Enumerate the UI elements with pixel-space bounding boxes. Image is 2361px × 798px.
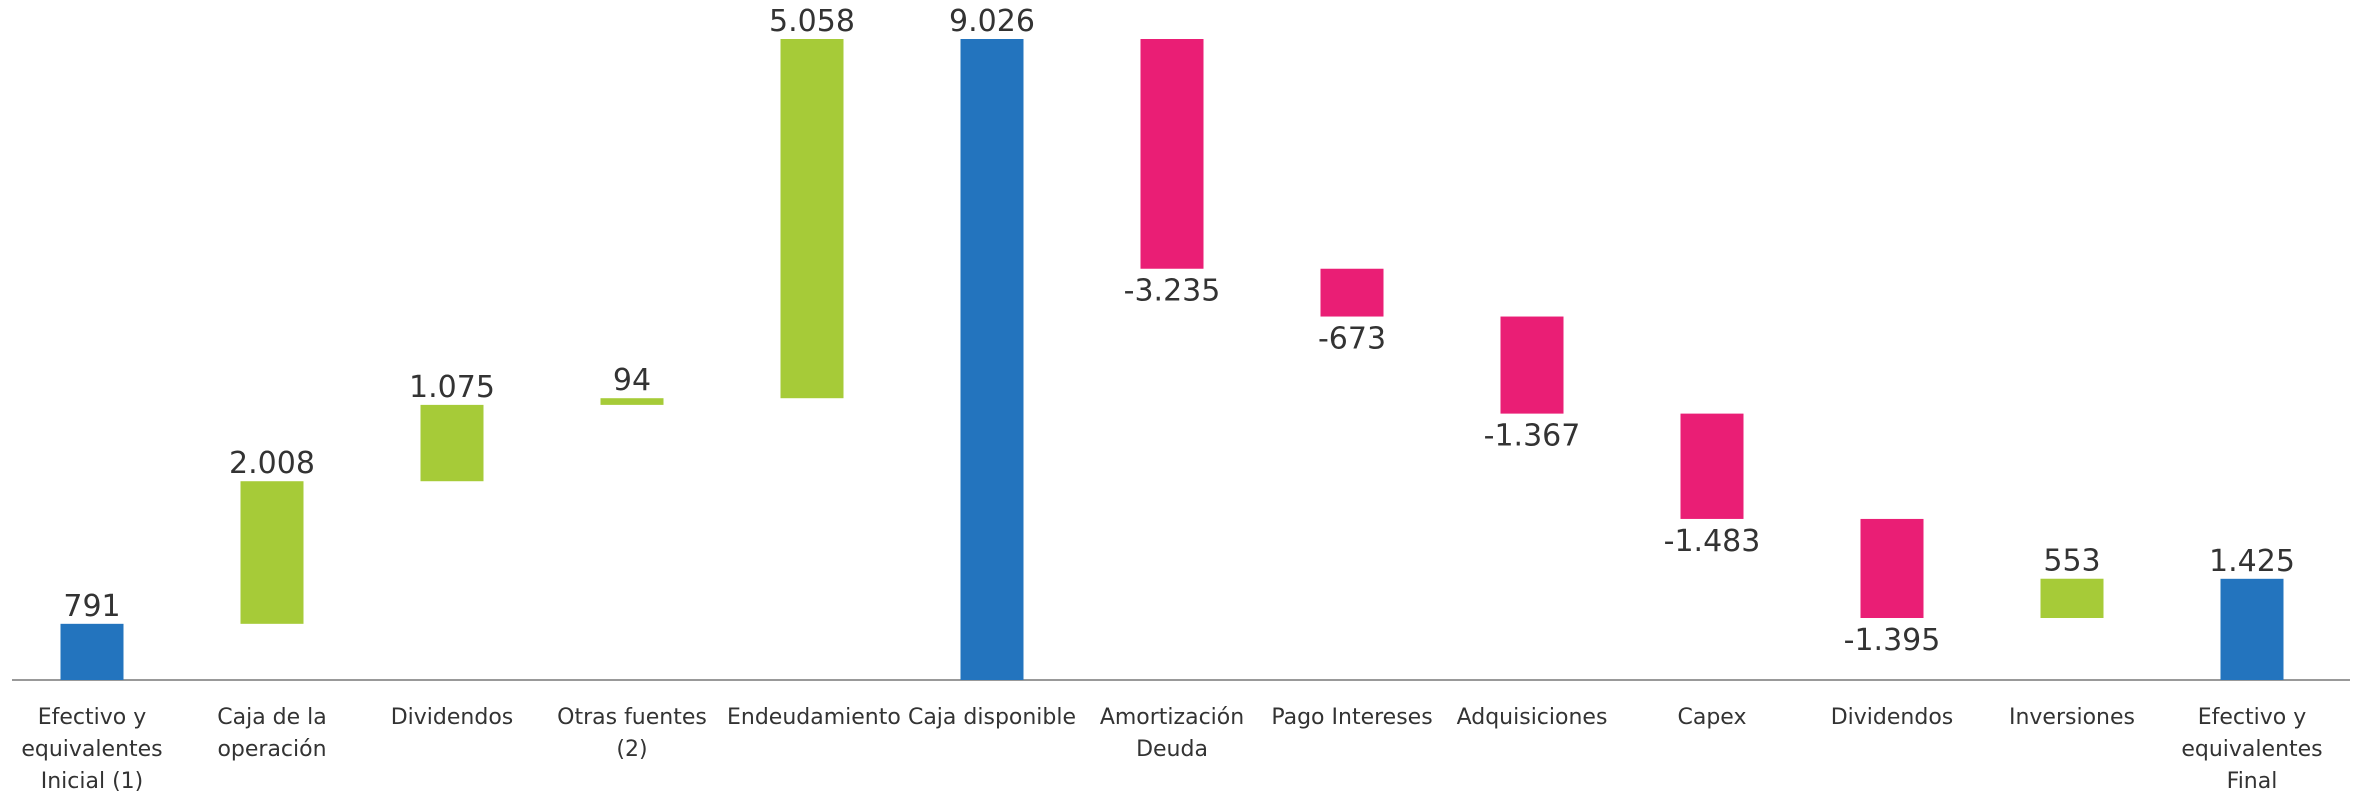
data-label: 791: [63, 589, 120, 624]
data-label: 553: [2043, 544, 2100, 579]
x-tick-label: Endeudamiento: [727, 705, 901, 730]
bar: [600, 398, 664, 405]
x-tick-label: Efectivo y equivalentes Inicial (1): [21, 705, 163, 794]
x-tick-label: Amortización Deuda: [1099, 705, 1245, 762]
bar: [60, 623, 124, 680]
x-tick-label: Efectivo y equivalentes Final: [2181, 705, 2323, 794]
data-label: -673: [1318, 322, 1386, 357]
data-label: -3.235: [1124, 274, 1221, 309]
bar: [1140, 39, 1204, 269]
bar: [2040, 578, 2104, 619]
x-tick-label: Otras fuentes (2): [557, 705, 707, 762]
data-label: 94: [613, 363, 651, 398]
bar: [1320, 268, 1384, 317]
x-tick-label: Inversiones: [2008, 705, 2135, 730]
bar: [420, 404, 484, 482]
x-tick-label: Caja disponible: [907, 705, 1077, 730]
data-label: 1.425: [2209, 544, 2295, 579]
bar: [780, 39, 844, 399]
data-label: 5.058: [769, 4, 855, 39]
data-label: -1.483: [1664, 524, 1761, 559]
data-label: 9.026: [949, 4, 1035, 39]
x-tick-label: Dividendos: [390, 705, 514, 730]
bar: [960, 39, 1024, 680]
data-label: 1.075: [409, 370, 495, 405]
x-tick-label: Capex: [1677, 705, 1747, 730]
data-label: -1.367: [1484, 419, 1581, 454]
bar: [1500, 316, 1564, 414]
data-label: 2.008: [229, 446, 315, 481]
x-tick-label: Pago Intereses: [1271, 705, 1433, 730]
bar: [2220, 578, 2284, 680]
bar: [240, 481, 304, 624]
data-label: -1.395: [1844, 623, 1941, 658]
bar: [1680, 413, 1744, 519]
x-tick-label: Dividendos: [1830, 705, 1954, 730]
x-tick-label: Caja de la operación: [217, 705, 327, 762]
x-tick-label: Adquisiciones: [1456, 705, 1608, 730]
bar: [1860, 518, 1924, 619]
